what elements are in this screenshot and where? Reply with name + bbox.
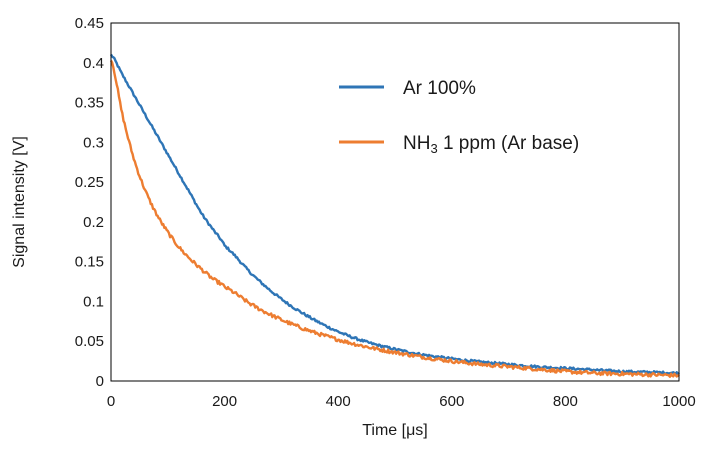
x-tick-label: 800 [553, 393, 578, 410]
legend-label-nh3-part2: 1 ppm (Ar base) [438, 133, 580, 154]
y-tick-label: 0.4 [83, 55, 104, 72]
x-tick-label: 0 [107, 393, 115, 410]
x-tick-label: 400 [326, 393, 351, 410]
legend-label-nh3-part1: NH [403, 133, 430, 154]
y-tick-label: 0.45 [75, 15, 104, 32]
y-tick-label: 0.35 [75, 95, 104, 112]
legend-label-nh3-subscript: 3 [430, 141, 437, 156]
y-tick-label: 0.2 [83, 214, 104, 231]
legend-label-ar-100: Ar 100% [403, 78, 476, 99]
x-axis-title: Time [μs] [362, 422, 428, 439]
series-layer [109, 53, 680, 378]
y-tick-label: 0.3 [83, 134, 104, 151]
legend-label-nh3: NH3 1 ppm (Ar base) [403, 133, 579, 156]
x-tick-label: 200 [212, 393, 237, 410]
y-tick-label: 0.05 [75, 333, 104, 350]
x-tick-label: 600 [439, 393, 464, 410]
y-tick-label: 0 [96, 373, 104, 390]
tick-labels: 0 0.05 0.1 0.15 0.2 0.25 0.3 0.35 0.4 0.45 0 200 400… [75, 15, 696, 410]
y-tick-label: 0.15 [75, 254, 104, 271]
series-line-ar-100 [109, 53, 680, 376]
y-tick-label: 0.1 [83, 293, 104, 310]
legend: Ar 100% NH3 1 ppm (Ar base) [339, 78, 579, 156]
plot-area-frame [110, 22, 680, 382]
y-axis-title: Signal intensity [V] [11, 136, 28, 268]
y-tick-label: 0.25 [75, 174, 104, 191]
series-line-nh3 [109, 59, 680, 378]
x-tick-label: 1000 [662, 393, 695, 410]
